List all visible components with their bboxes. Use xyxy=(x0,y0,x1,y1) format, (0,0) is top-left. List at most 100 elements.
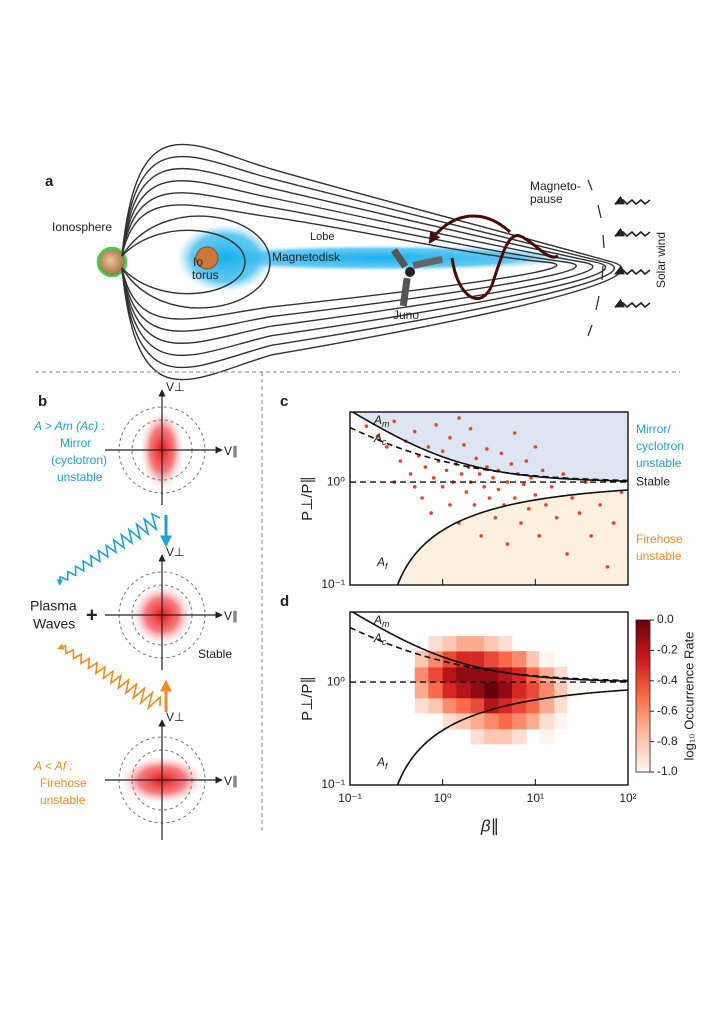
scatter-point xyxy=(477,472,482,476)
scatter-point xyxy=(611,521,616,525)
scatter-point xyxy=(512,431,517,435)
scatter-point xyxy=(533,493,538,497)
heatmap-cell xyxy=(456,682,471,699)
panel-label: c xyxy=(280,393,288,410)
heatmap-cell xyxy=(442,636,457,652)
scatter-point xyxy=(499,451,504,456)
scatter-point xyxy=(364,424,369,428)
io-label: Io xyxy=(193,255,203,269)
field-line xyxy=(121,204,558,320)
heatmap-cell xyxy=(539,682,555,699)
magnetopause-label: Magneto- xyxy=(530,179,581,193)
scatter-point xyxy=(426,445,431,449)
scatter-point xyxy=(512,496,517,500)
colorbar-tick-label: -0.2 xyxy=(657,643,678,657)
scatter-point xyxy=(440,449,445,453)
colorbar xyxy=(635,619,651,773)
colorbar-tick-label: -1.0 xyxy=(657,764,678,778)
scatter-point xyxy=(485,465,489,469)
threshold-curve xyxy=(350,426,628,482)
colorbar-label: log₁₀ Occurrence Rate xyxy=(681,631,696,760)
heatmap-cell xyxy=(539,729,555,745)
y-tick-label: 10⁻¹ xyxy=(321,777,345,791)
annotation: Mirror/ xyxy=(636,422,671,436)
axis-label: V∥ xyxy=(224,609,238,623)
heatmap-cell xyxy=(498,636,513,652)
heatmap-cell xyxy=(539,713,555,730)
x-tick-label: 10⁻¹ xyxy=(338,791,362,805)
condition: A < Af : xyxy=(33,759,73,773)
heatmap-cell xyxy=(511,729,527,745)
scatter-point xyxy=(493,515,498,520)
heatmap-cell xyxy=(428,667,443,683)
scatter-point xyxy=(554,515,559,520)
heatmap-cell xyxy=(526,651,540,668)
plus: + xyxy=(86,604,98,626)
axis-label: V⊥ xyxy=(166,545,184,559)
heatmap-cell xyxy=(526,713,540,730)
scatter-point xyxy=(474,456,478,461)
scatter-point xyxy=(549,485,554,489)
axis-label: V∥ xyxy=(224,774,238,788)
heatmap-cell xyxy=(511,651,527,668)
unstable-region xyxy=(397,489,628,585)
scatter-point xyxy=(444,468,449,473)
magnetodisk-label: Magnetodisk xyxy=(272,250,341,264)
heatmap-cell xyxy=(470,729,485,745)
y-axis-label: P⊥/P∥ xyxy=(299,676,316,721)
scatter-point xyxy=(577,511,582,515)
scatter-point xyxy=(521,482,526,487)
plot-frame xyxy=(349,411,629,586)
threshold-curve xyxy=(350,626,628,682)
heatmap-cell xyxy=(470,682,485,699)
panel-label: d xyxy=(280,593,289,610)
heatmap-cell xyxy=(498,667,513,683)
field-line xyxy=(121,143,623,381)
solar-wind-arrows xyxy=(614,195,651,309)
scatter-point xyxy=(398,459,403,463)
heatmap-cell xyxy=(414,698,429,714)
label: unstable xyxy=(57,470,103,484)
unstable-region xyxy=(350,412,628,482)
magnetopause-label: pause xyxy=(530,192,563,206)
juno-spacecraft xyxy=(390,248,444,307)
x-tick-label: 10¹ xyxy=(527,791,544,805)
magnetodisk xyxy=(180,245,580,271)
heatmap-cell xyxy=(539,651,555,668)
label: unstable xyxy=(40,793,86,807)
scatter-point xyxy=(431,476,436,480)
scatter-point xyxy=(561,472,566,476)
heatmap-cell xyxy=(470,713,485,730)
scatter-point xyxy=(482,485,486,489)
heatmap-cell xyxy=(456,651,471,668)
heatmap-cell xyxy=(539,667,555,683)
heatmap-cell xyxy=(554,667,568,683)
heatmap-cell xyxy=(526,682,540,699)
annotation: Firehose xyxy=(636,532,683,546)
threshold-curve xyxy=(396,489,628,585)
heatmap-cell xyxy=(456,698,471,714)
heatmap-cell xyxy=(554,713,568,730)
heatmap-cell xyxy=(484,682,499,699)
scatter-point xyxy=(505,542,510,546)
curve-label: Af xyxy=(376,555,389,571)
heatmap-cell xyxy=(511,713,527,730)
heatmap-cell xyxy=(484,729,499,745)
panel-label: a xyxy=(45,173,54,190)
y-axis-label: P⊥/P∥ xyxy=(299,476,316,521)
heatmap-cell xyxy=(442,682,457,699)
curve-label: Af xyxy=(376,755,389,771)
scatter-point xyxy=(524,459,529,463)
heatmap-cell xyxy=(554,682,568,699)
scatter-point xyxy=(429,511,433,515)
heatmap-cell xyxy=(470,651,485,668)
heatmap-cell xyxy=(526,698,540,714)
field-line xyxy=(121,168,607,356)
annotation: unstable xyxy=(636,549,682,563)
scatter-point xyxy=(533,445,538,449)
y-tick-label: 10⁻¹ xyxy=(321,577,345,591)
colorbar-tick-label: 0.0 xyxy=(657,612,674,626)
heatmap-cell xyxy=(554,698,568,714)
heatmap-cell xyxy=(498,651,513,668)
